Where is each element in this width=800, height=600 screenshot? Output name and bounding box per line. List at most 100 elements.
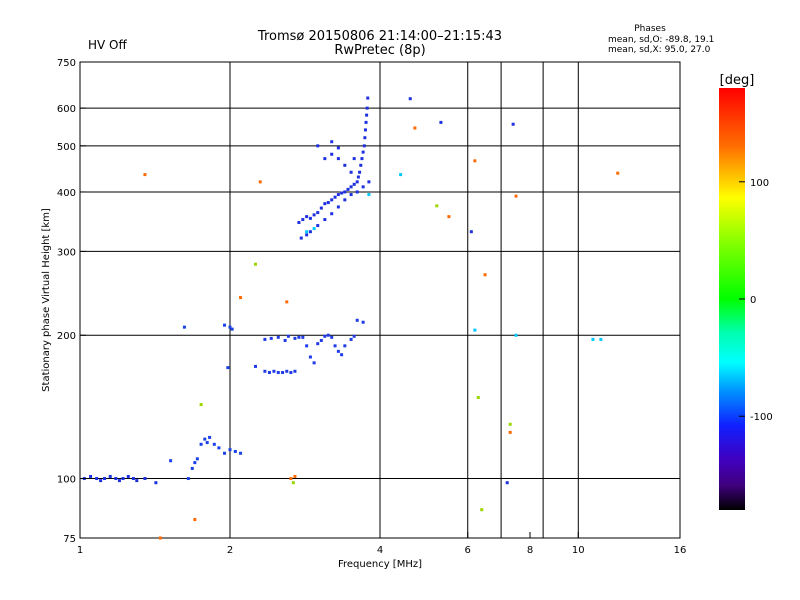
echo-point	[349, 337, 353, 341]
echo-point	[346, 187, 350, 191]
echo-point	[293, 369, 297, 373]
echo-point	[343, 198, 347, 202]
echo-point	[226, 366, 230, 370]
echo-point	[469, 230, 473, 234]
echo-point	[108, 474, 112, 478]
echo-point	[323, 157, 327, 161]
echo-point	[599, 337, 603, 341]
echo-point	[305, 233, 309, 237]
colorbar-label: [deg]	[720, 73, 755, 88]
echo-point	[326, 333, 330, 337]
grid-lines	[80, 62, 680, 538]
echo-point	[103, 477, 107, 481]
echo-point	[131, 477, 135, 481]
echo-point	[399, 173, 403, 177]
echo-point	[361, 320, 365, 324]
chart-title: Tromsø 20150806 21:14:00–21:15:43	[257, 29, 502, 44]
echo-point	[361, 150, 365, 154]
y-tick-label: 200	[57, 331, 76, 342]
echo-point	[340, 353, 344, 357]
echo-point	[289, 477, 293, 481]
echo-point	[439, 120, 443, 124]
echo-point	[473, 328, 477, 332]
colorbar-tick-label: 0	[750, 295, 756, 306]
echo-point	[413, 126, 417, 130]
echo-point	[473, 159, 477, 163]
y-tick-label: 100	[57, 475, 76, 486]
echo-point	[312, 213, 316, 217]
echo-point	[476, 395, 480, 399]
echo-point	[263, 337, 267, 341]
echo-point	[297, 221, 301, 225]
echo-point	[305, 215, 309, 219]
echo-point	[212, 442, 216, 446]
x-axis-ticks: 1 2 4 6 8 10 16	[77, 532, 687, 556]
echo-point	[336, 205, 340, 209]
x-tick-label: 4	[377, 545, 383, 556]
echo-point	[330, 212, 334, 216]
echo-point	[333, 344, 337, 348]
echo-point	[330, 335, 334, 339]
echo-point	[301, 218, 305, 222]
echo-point	[154, 481, 158, 485]
y-tick-label: 300	[57, 247, 76, 258]
data-points	[82, 96, 620, 540]
echo-point	[367, 180, 371, 184]
echo-point	[117, 479, 121, 483]
echo-point	[343, 344, 347, 348]
echo-point	[228, 325, 232, 329]
echo-point	[352, 182, 356, 186]
echo-point	[330, 198, 334, 202]
colorbar-tick-label: 100	[750, 178, 769, 189]
y-axis-ticks: 75 100 200 300 400 500 600 750	[57, 58, 86, 545]
echo-point	[239, 451, 243, 455]
y-tick-label: 75	[63, 534, 76, 545]
x-tick-label: 16	[674, 545, 687, 556]
echo-point	[263, 369, 267, 373]
x-tick-label: 8	[527, 545, 533, 556]
echo-point	[308, 230, 312, 234]
x-tick-label: 1	[77, 545, 83, 556]
echo-point	[367, 193, 371, 197]
echo-point	[158, 536, 162, 540]
echo-point	[336, 157, 340, 161]
echo-point	[361, 185, 365, 189]
echo-point	[199, 442, 203, 446]
chart-subtitle: RwPretec (8p)	[334, 43, 425, 58]
echo-point	[208, 435, 212, 439]
echo-point	[435, 204, 439, 208]
echo-point	[616, 171, 620, 175]
echo-point	[319, 338, 323, 342]
phases-o-stats: mean, sd,O: -89.8, 19.1	[608, 35, 714, 45]
echo-point	[308, 355, 312, 359]
echo-point	[343, 190, 347, 194]
echo-point	[89, 474, 93, 478]
echo-point	[508, 430, 512, 434]
echo-point	[205, 441, 209, 445]
echo-point	[356, 175, 360, 179]
x-tick-label: 6	[465, 545, 471, 556]
echo-point	[505, 481, 509, 485]
echo-point	[276, 371, 280, 375]
echo-point	[293, 474, 297, 478]
echo-point	[223, 323, 227, 327]
echo-point	[591, 337, 595, 341]
echo-point	[365, 106, 369, 110]
echo-point	[333, 195, 337, 199]
echo-point	[349, 185, 353, 189]
echo-point	[312, 361, 316, 365]
echo-point	[447, 215, 451, 219]
echo-point	[190, 466, 194, 470]
echo-point	[363, 128, 367, 132]
echo-point	[316, 342, 320, 346]
echo-point	[312, 227, 316, 231]
echo-point	[364, 120, 368, 124]
echo-point	[366, 96, 370, 100]
echo-point	[355, 318, 359, 322]
echo-point	[316, 144, 320, 148]
phases-heading: Phases	[634, 24, 666, 34]
echo-point	[285, 369, 289, 373]
echo-point	[281, 371, 285, 375]
y-axis-label: Stationary phase Virtual Height [km]	[41, 208, 52, 392]
phases-x-stats: mean, sd,X: 95.0, 27.0	[608, 45, 711, 55]
